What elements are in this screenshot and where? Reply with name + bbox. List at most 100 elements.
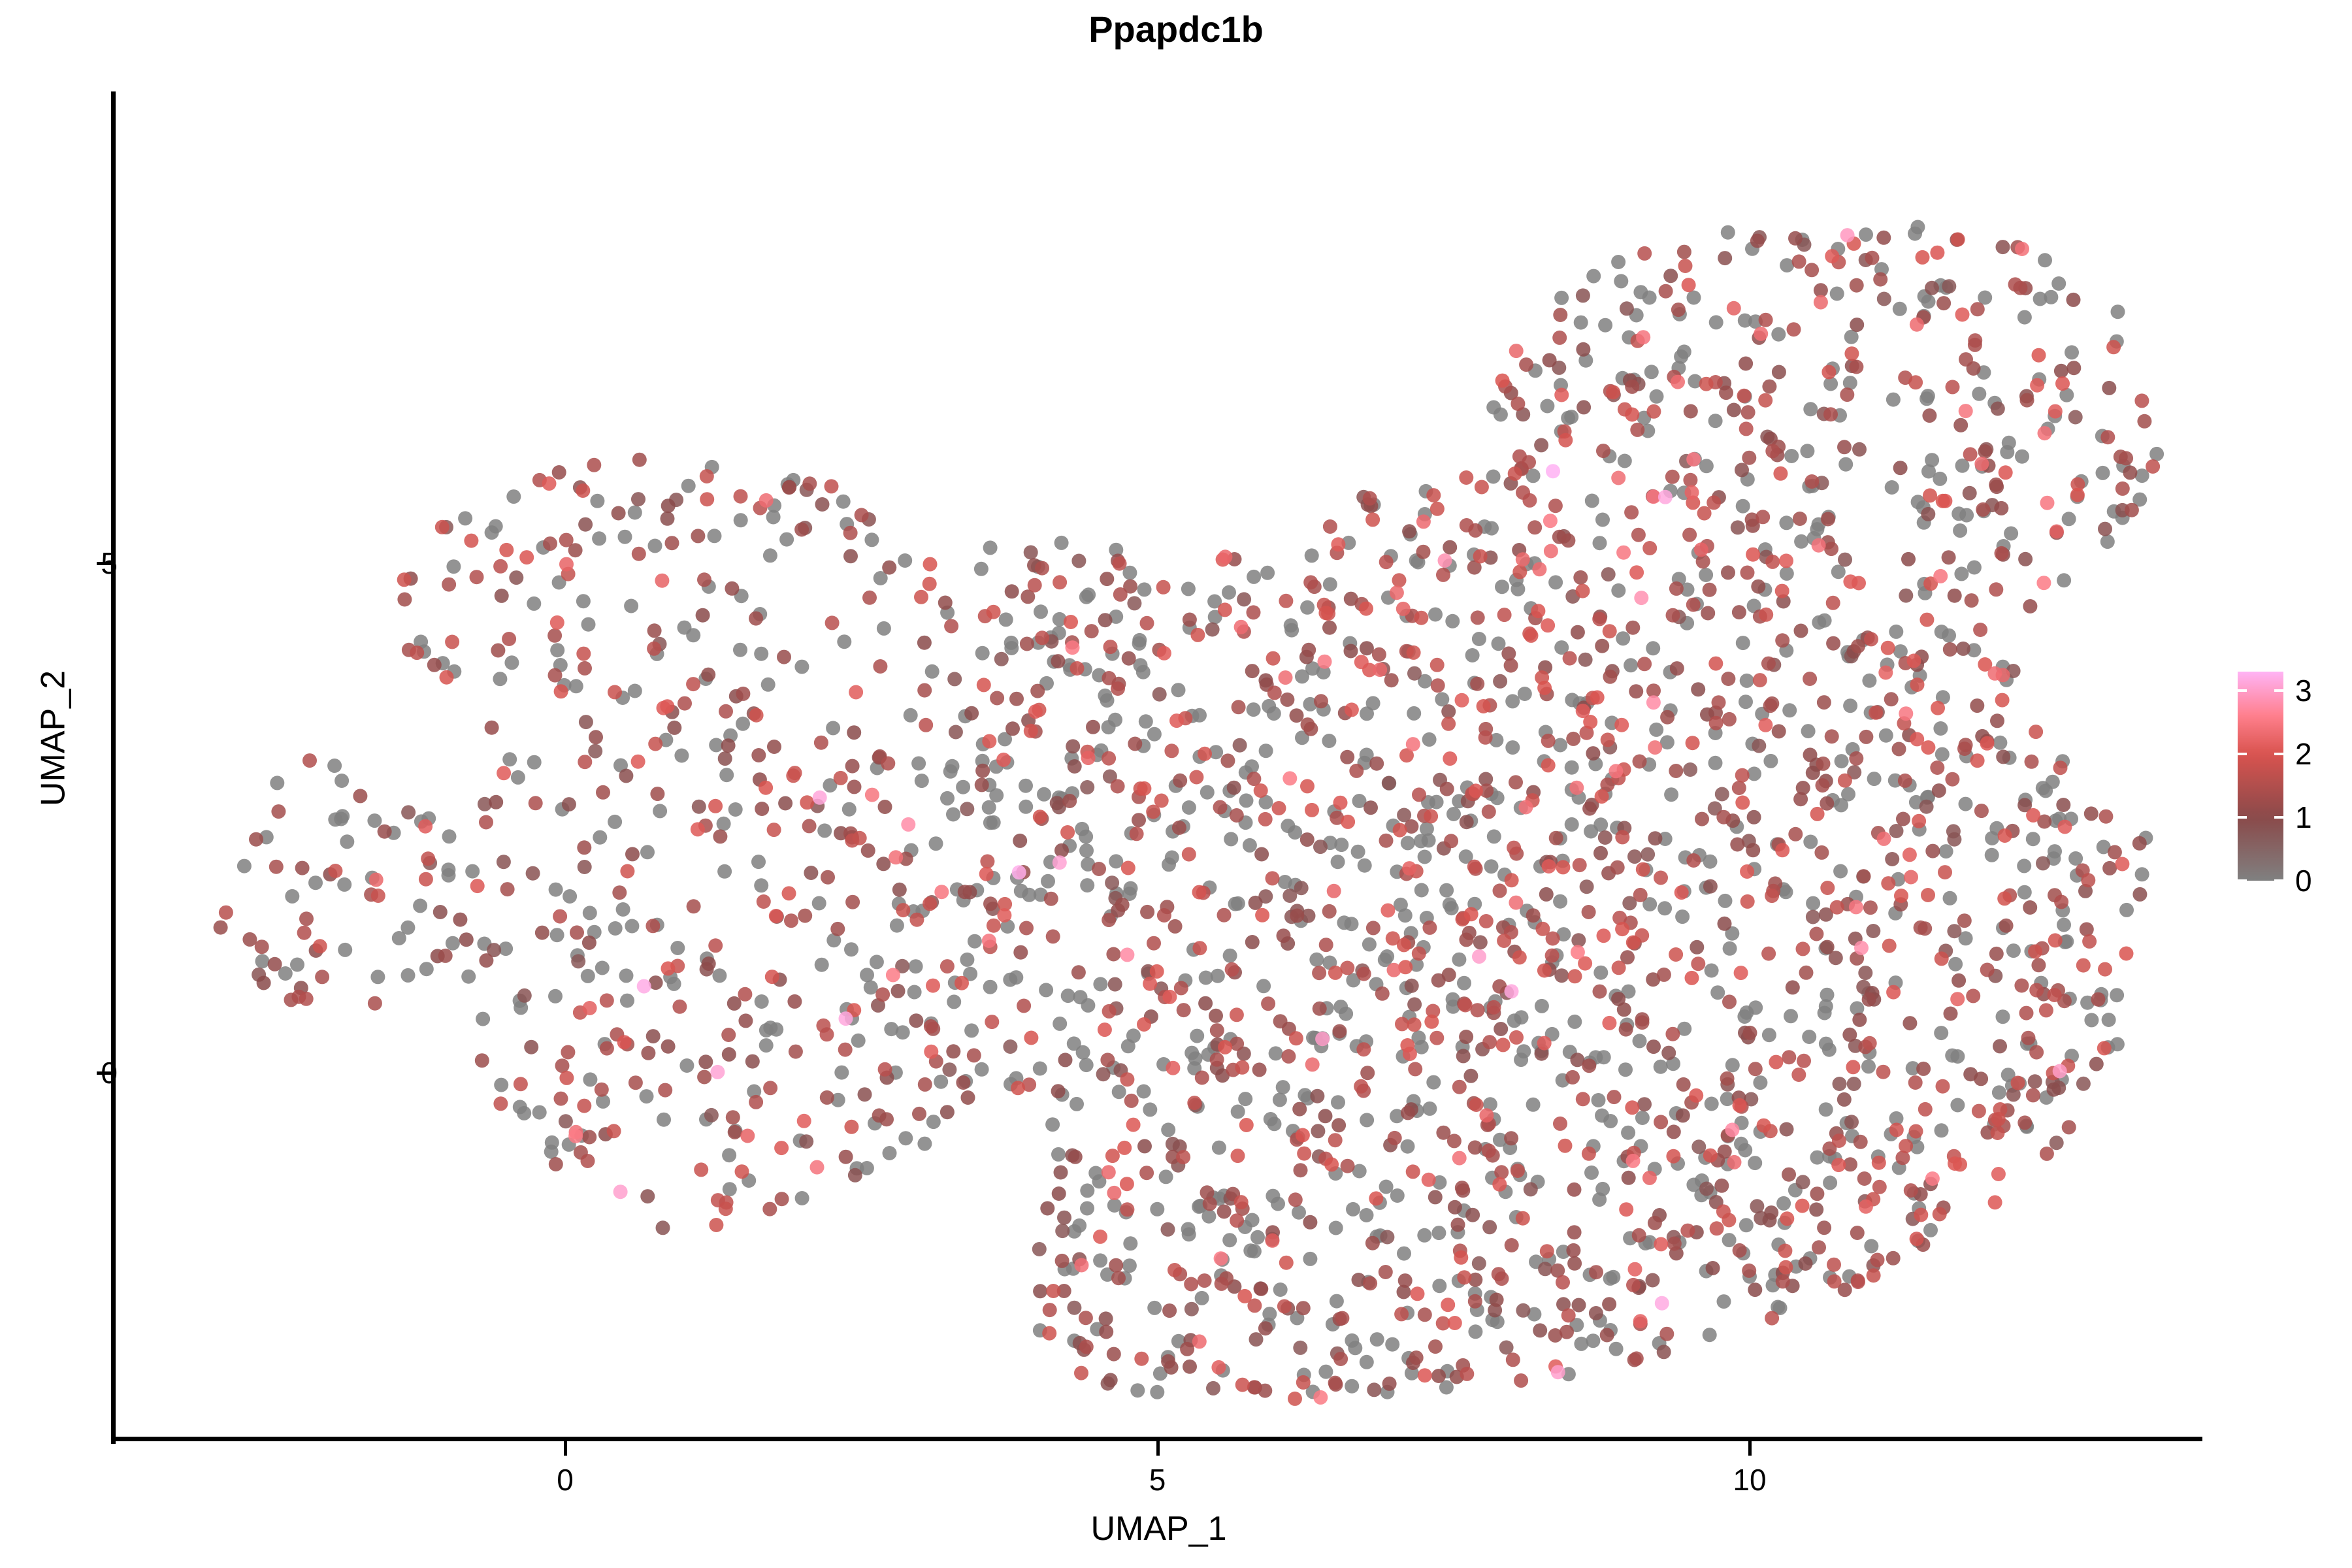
scatter-point (1745, 241, 1759, 256)
scatter-point (1081, 857, 1096, 872)
scatter-point (734, 589, 749, 604)
scatter-point (1452, 1151, 1467, 1166)
scatter-point (1397, 1246, 1411, 1261)
scatter-point (1176, 1003, 1191, 1018)
scatter-point (1576, 400, 1592, 415)
scatter-point (1873, 272, 1888, 287)
scatter-point (1215, 1363, 1230, 1378)
scatter-point (1080, 780, 1095, 794)
scatter-point (1526, 468, 1541, 483)
scatter-point (1171, 1158, 1186, 1173)
scatter-point (1950, 1098, 1965, 1113)
scatter-point (1334, 838, 1349, 853)
scatter-point (1360, 497, 1375, 512)
scatter-point (2001, 435, 2016, 450)
scatter-point (1227, 552, 1242, 566)
scatter-point (840, 1002, 854, 1017)
scatter-point (1722, 1233, 1737, 1248)
scatter-point (1096, 1067, 1111, 1082)
scatter-point (1759, 549, 1774, 564)
scatter-point (1596, 444, 1610, 459)
scatter-point (1198, 746, 1212, 761)
scatter-point (1748, 1282, 1763, 1298)
scatter-point (1519, 357, 1534, 372)
scatter-point (561, 1045, 576, 1060)
scatter-point (1305, 661, 1320, 676)
scatter-point (1777, 1215, 1792, 1230)
scatter-point (1034, 811, 1049, 826)
scatter-point (1934, 1026, 1949, 1041)
scatter-point (512, 1100, 527, 1115)
scatter-point (544, 1135, 559, 1150)
scatter-point (690, 822, 705, 837)
scatter-point (570, 948, 585, 963)
scatter-point (2018, 281, 2033, 296)
scatter-point (891, 896, 906, 911)
scatter-point (1132, 632, 1147, 647)
scatter-point (2017, 885, 2032, 900)
scatter-point (1680, 582, 1695, 597)
scatter-point (625, 847, 640, 862)
scatter-point (1362, 937, 1377, 952)
scatter-point (1507, 944, 1522, 959)
scatter-point (1517, 687, 1532, 701)
scatter-point (1867, 772, 1882, 787)
scatter-point (1958, 738, 1973, 753)
scatter-point (1569, 1318, 1584, 1333)
scatter-point (1424, 1014, 1439, 1029)
scatter-point (1863, 900, 1878, 915)
scatter-point (1534, 438, 1549, 453)
scatter-point (1259, 677, 1274, 692)
scatter-point (1708, 705, 1723, 720)
scatter-point (1379, 833, 1394, 848)
scatter-point (1051, 1147, 1066, 1162)
scatter-point (1946, 824, 1961, 839)
scatter-point (1656, 1345, 1671, 1360)
scatter-point (1485, 1313, 1500, 1328)
scatter-point (1356, 966, 1371, 981)
scatter-point (1578, 956, 1593, 971)
scatter-point (1565, 1070, 1580, 1085)
scatter-point (2002, 888, 2017, 903)
scatter-point (1037, 787, 1051, 802)
scatter-point (2037, 426, 2052, 441)
scatter-point (1387, 1130, 1402, 1145)
scatter-point (1578, 353, 1593, 368)
scatter-point (794, 659, 809, 674)
scatter-point (365, 870, 380, 885)
scatter-point (697, 572, 711, 587)
scatter-point (1649, 389, 1664, 404)
scatter-point (1973, 623, 1988, 637)
scatter-point (1675, 909, 1690, 924)
scatter-point (1543, 855, 1558, 870)
scatter-point (587, 924, 602, 939)
scatter-point (1603, 1271, 1618, 1286)
scatter-point (1504, 1238, 1519, 1252)
scatter-point (1933, 721, 1948, 736)
scatter-point (1703, 1148, 1718, 1163)
scatter-point (1039, 676, 1054, 691)
scatter-point (1180, 1341, 1195, 1356)
scatter-point (1581, 905, 1596, 919)
scatter-point (1507, 840, 1522, 855)
scatter-point (2048, 888, 2062, 903)
scatter-point (1054, 535, 1069, 550)
scatter-point (1328, 965, 1343, 980)
scatter-point (1249, 1332, 1264, 1347)
scatter-point (1468, 1324, 1483, 1339)
scatter-point (964, 706, 979, 721)
scatter-point (1811, 517, 1826, 532)
scatter-point (1271, 801, 1286, 815)
scatter-point (1999, 672, 2014, 687)
scatter-point (914, 774, 929, 789)
scatter-point (1379, 555, 1394, 570)
scatter-point (1184, 1301, 1199, 1316)
scatter-point (1849, 751, 1864, 766)
scatter-point (237, 858, 252, 874)
colorbar-tick-mark (2274, 689, 2283, 693)
scatter-point (576, 483, 591, 498)
scatter-point (1184, 708, 1200, 723)
scatter-point (1290, 1130, 1305, 1145)
scatter-point (1238, 765, 1253, 780)
scatter-point (1288, 1391, 1302, 1406)
